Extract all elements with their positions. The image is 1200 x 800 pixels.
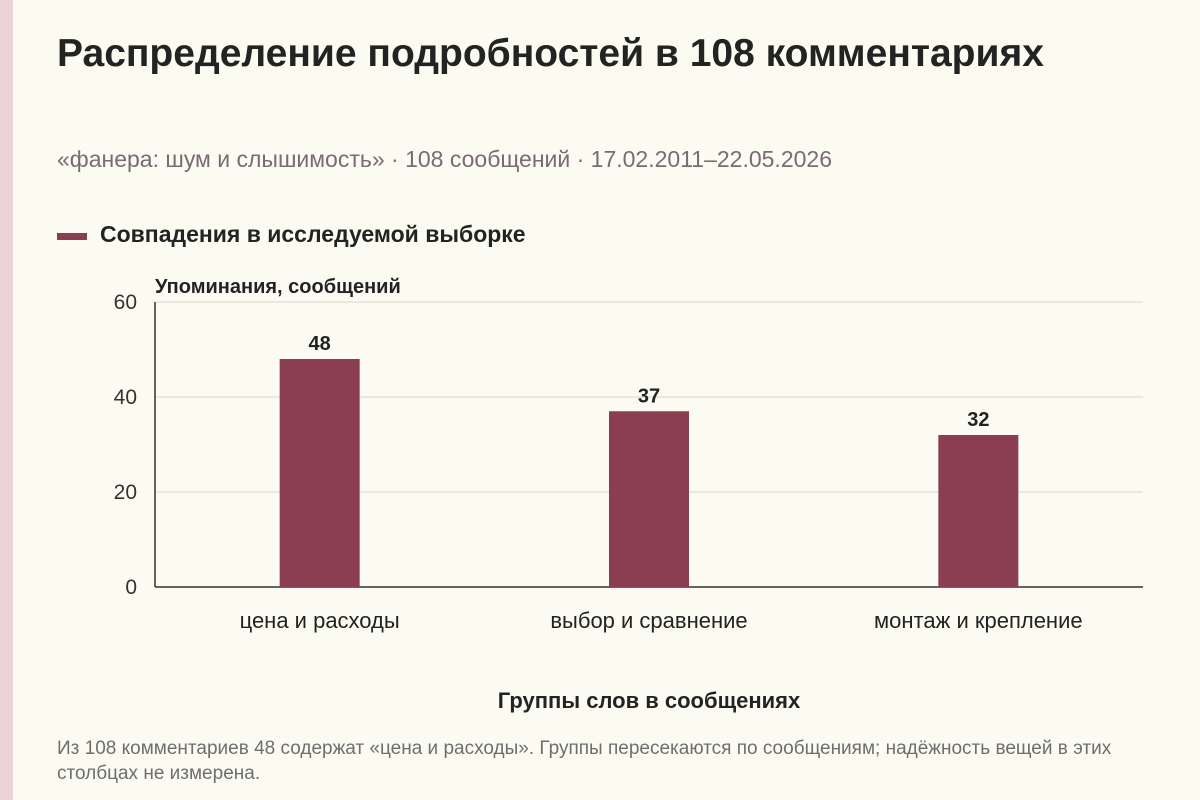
bar-value-label: 32 — [967, 409, 989, 431]
chart-title: Распределение подробностей в 108 коммент… — [57, 32, 1044, 75]
bar-value-label: 37 — [638, 385, 660, 407]
x-tick-label: монтаж и крепление — [874, 608, 1083, 633]
x-axis-title: Группы слов в сообщениях — [498, 688, 801, 713]
x-tick-label: цена и расходы — [240, 608, 400, 633]
accent-strip — [0, 0, 13, 800]
y-tick-label: 20 — [114, 481, 137, 504]
bar-chart: 0 20 40 60 Упоминания, сообщений 48 цена и рас… — [114, 276, 1143, 713]
y-tick-label: 60 — [114, 291, 137, 314]
y-tick-label: 40 — [114, 386, 137, 409]
bar — [279, 359, 360, 587]
footnote: Из 108 комментариев 48 содержат «цена и … — [57, 738, 1112, 784]
y-axis-title: Упоминания, сообщений — [155, 276, 401, 298]
bar — [609, 411, 689, 587]
bar — [938, 435, 1019, 587]
legend-label: Совпадения в исследуемой выборке — [100, 220, 526, 247]
legend: Совпадения в исследуемой выборке — [57, 219, 526, 249]
bar-value-label: 48 — [309, 333, 331, 355]
chart-subtitle: «фанера: шум и слышимость» · 108 сообщен… — [57, 146, 832, 172]
legend-swatch — [57, 232, 87, 240]
y-tick-label: 0 — [125, 576, 137, 599]
x-tick-label: выбор и сравнение — [550, 608, 747, 633]
